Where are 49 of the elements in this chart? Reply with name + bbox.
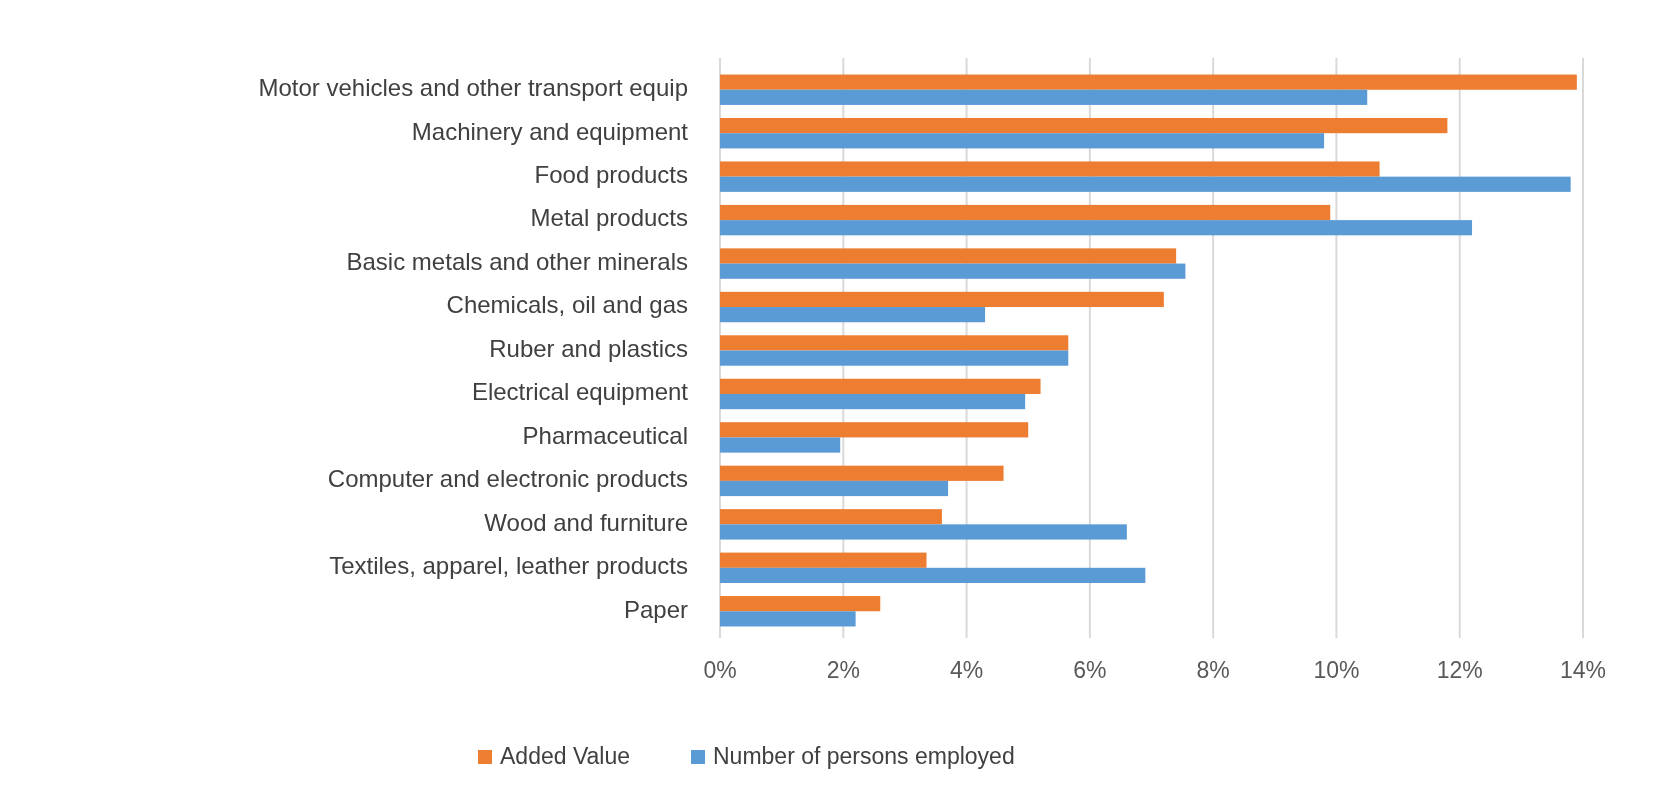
y-tick-label: Paper xyxy=(623,595,688,623)
y-tick-label: Food products xyxy=(534,161,688,188)
y-tick-label: Wood and furniture xyxy=(484,508,688,536)
x-tick-label: 4% xyxy=(949,657,984,683)
bar xyxy=(720,567,1146,584)
y-tick-label: Ruber and plastics xyxy=(489,334,688,362)
bar xyxy=(720,74,1577,90)
bar xyxy=(720,552,927,568)
x-tick-label: 8% xyxy=(1196,657,1230,683)
bar xyxy=(720,480,949,497)
bar xyxy=(720,393,1026,410)
bar xyxy=(720,117,1448,134)
bar xyxy=(720,596,881,612)
x-tick-label: 6% xyxy=(1073,657,1107,683)
bar xyxy=(720,611,856,627)
x-tick-label: 14% xyxy=(1559,657,1607,683)
y-tick-label: Metal products xyxy=(530,204,688,232)
bar xyxy=(720,176,1571,192)
bar xyxy=(720,248,1177,264)
y-tick-label: Textiles, apparel, leather products xyxy=(329,552,688,580)
x-tick-label: 0% xyxy=(703,657,737,683)
y-tick-label: Basic metals and other minerals xyxy=(346,247,688,275)
y-tick-label: Chemicals, oil and gas xyxy=(446,291,688,319)
y-tick-label: Pharmaceutical xyxy=(522,421,688,449)
bar xyxy=(720,291,1164,308)
bar xyxy=(720,220,1473,236)
bar xyxy=(720,465,1004,481)
bar xyxy=(720,350,1069,366)
y-tick-label: Motor vehicles and other transport equip xyxy=(258,74,688,102)
y-tick-label: Computer and electronic products xyxy=(327,465,688,493)
bar xyxy=(720,422,1029,438)
bar xyxy=(720,263,1186,279)
y-tick-label: Electrical equipment xyxy=(471,378,689,406)
bar xyxy=(720,378,1041,394)
bar xyxy=(720,133,1325,149)
x-tick-label: 2% xyxy=(826,657,860,683)
bar xyxy=(720,335,1069,351)
bar xyxy=(720,89,1368,105)
bar xyxy=(720,161,1380,177)
y-tick-label: Machinery and equipment xyxy=(411,117,689,145)
bar xyxy=(720,524,1127,540)
x-tick-label: 10% xyxy=(1313,657,1360,683)
legend-label: Added Value xyxy=(500,743,631,770)
bar xyxy=(720,509,942,525)
x-tick-label: 12% xyxy=(1436,657,1483,683)
bar xyxy=(720,307,986,323)
bar xyxy=(720,204,1331,221)
legend-label: Number of persons employed xyxy=(713,743,1015,770)
bar xyxy=(720,437,841,453)
